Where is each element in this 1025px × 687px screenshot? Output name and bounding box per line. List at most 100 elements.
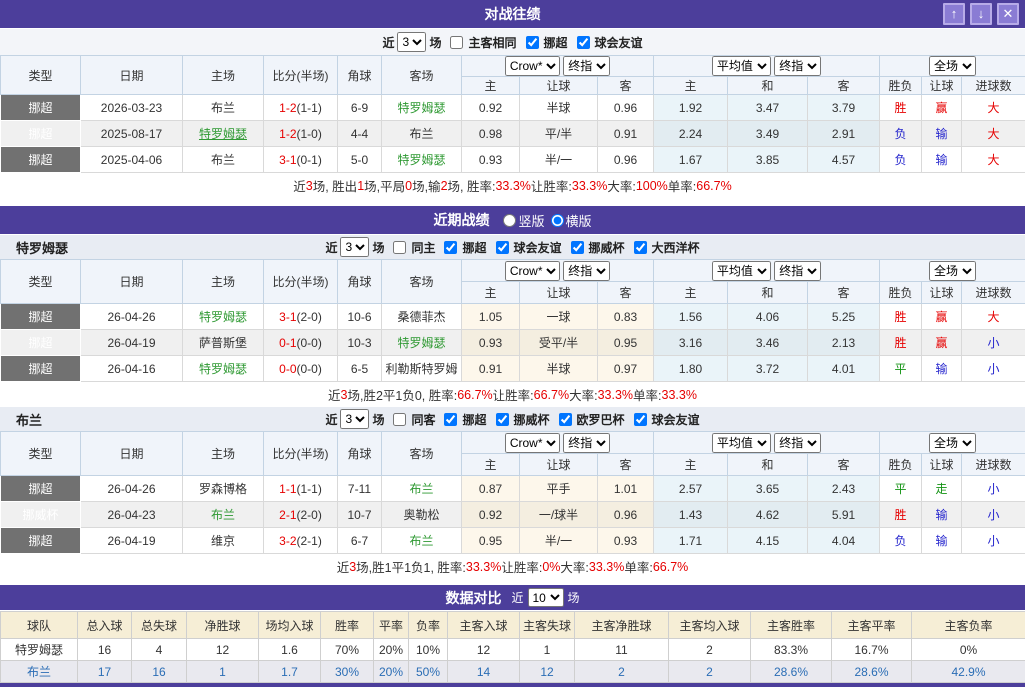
team-link: 布兰: [409, 127, 433, 141]
friendly-checkbox[interactable]: [496, 241, 509, 254]
team-name-cell[interactable]: 布兰: [1, 661, 78, 683]
goals-result: 小: [962, 356, 1025, 382]
h2h-summary: 近 3 场, 胜出 1 场,平局 0 场,输 2 场, 胜率: 33.3% 让胜…: [0, 173, 1025, 198]
stat-cell: 1.7: [259, 661, 321, 683]
move-up-button[interactable]: ↑: [943, 3, 965, 25]
games-unit-label: 场: [568, 589, 580, 606]
league-checkbox[interactable]: [444, 241, 457, 254]
league-checkbox[interactable]: [444, 413, 457, 426]
atlantic-cup-checkbox[interactable]: [634, 241, 647, 254]
avg-odds-select[interactable]: 平均值: [712, 56, 771, 76]
odds-company-group: Crow* 终指: [462, 432, 654, 454]
col-ha-draw-rate: 主客平率: [832, 612, 912, 639]
same-away-checkbox[interactable]: [393, 413, 406, 426]
friendly-checkbox[interactable]: [634, 413, 647, 426]
col-avg-away: 客: [808, 77, 880, 95]
away-team: 奥勒松: [382, 502, 462, 528]
league-checkbox[interactable]: [526, 36, 539, 49]
league-label: 挪超: [462, 239, 486, 256]
col-ha-goal-diff: 主客净胜球: [575, 612, 669, 639]
away-team: 桑德菲杰: [382, 304, 462, 330]
avg-odds-select[interactable]: 平均值: [712, 261, 771, 281]
odds-company-select[interactable]: Crow*: [505, 433, 560, 453]
table-row: 挪超 26-04-26 特罗姆瑟 3-1(2-0) 10-6 桑德菲杰 1.05…: [1, 304, 1025, 330]
away-team: 布兰: [382, 528, 462, 554]
same-homeaway-checkbox[interactable]: [450, 36, 463, 49]
stat-cell: 10%: [409, 639, 448, 661]
match-date: 26-04-19: [81, 330, 183, 356]
winloss-result: 负: [880, 147, 922, 173]
stat-cell: 28.6%: [832, 661, 912, 683]
corner-cell: 6-7: [338, 528, 382, 554]
cup-checkbox[interactable]: [571, 241, 584, 254]
corner-cell: 5-0: [338, 147, 382, 173]
avg-stage-select[interactable]: 终指: [774, 56, 821, 76]
cup-checkbox[interactable]: [496, 413, 509, 426]
odds-away: 0.95: [598, 330, 654, 356]
team-link[interactable]: 特罗姆瑟: [199, 310, 247, 324]
friendly-label: 球会友谊: [514, 239, 562, 256]
result-scope-select[interactable]: 全场: [929, 433, 976, 453]
friendly-label: 球会友谊: [652, 411, 700, 428]
team-link[interactable]: 特罗姆瑟: [397, 153, 445, 167]
team-link: 布兰: [211, 153, 235, 167]
friendly-checkbox[interactable]: [577, 36, 590, 49]
avg-stage-select[interactable]: 终指: [774, 261, 821, 281]
match-date: 26-04-16: [81, 356, 183, 382]
table-row: 挪超 2026-03-23 布兰 1-2(1-1) 6-9 特罗姆瑟 0.92 …: [1, 95, 1025, 121]
vertical-layout-radio[interactable]: [503, 214, 516, 227]
stat-cell: 42.9%: [912, 661, 1025, 683]
team-link[interactable]: 布兰: [409, 534, 433, 548]
same-home-checkbox[interactable]: [393, 241, 406, 254]
handicap: 受平/半: [520, 330, 598, 356]
avg-stage-select[interactable]: 终指: [774, 433, 821, 453]
stat-cell: 1.6: [259, 639, 321, 661]
europa-checkbox[interactable]: [559, 413, 572, 426]
odds-away: 0.97: [598, 356, 654, 382]
odds-home: 0.92: [462, 95, 520, 121]
handicap-result: 输: [922, 356, 962, 382]
col-corner: 角球: [338, 432, 382, 476]
avg-odds-select[interactable]: 平均值: [712, 433, 771, 453]
stat-cell: 28.6%: [751, 661, 832, 683]
team-link[interactable]: 特罗姆瑟: [199, 362, 247, 376]
odds-company-select[interactable]: Crow*: [505, 56, 560, 76]
compare-games-select[interactable]: 10: [528, 588, 564, 607]
home-team: 布兰: [183, 95, 264, 121]
result-scope-select[interactable]: 全场: [929, 56, 976, 76]
odds-home: 0.93: [462, 147, 520, 173]
odds-stage-select[interactable]: 终指: [563, 433, 610, 453]
team-link[interactable]: 特罗姆瑟: [397, 101, 445, 115]
horizontal-layout-radio[interactable]: [551, 214, 564, 227]
stat-cell: 30%: [321, 661, 374, 683]
handicap: 平手: [520, 476, 598, 502]
score-cell: 2-1(2-0): [264, 502, 338, 528]
h2h-games-select[interactable]: 3: [397, 32, 426, 52]
team-link[interactable]: 布兰: [211, 508, 235, 522]
close-button[interactable]: ✕: [997, 3, 1019, 25]
compare-header-bar: 数据对比 近 10 场: [0, 585, 1025, 611]
result-scope-select[interactable]: 全场: [929, 261, 976, 281]
brann-games-select[interactable]: 3: [340, 409, 369, 429]
corner-cell: 7-11: [338, 476, 382, 502]
match-date: 2025-08-17: [81, 121, 183, 147]
team-link[interactable]: 特罗姆瑟: [397, 336, 445, 350]
tromso-games-select[interactable]: 3: [340, 237, 369, 257]
col-winloss: 胜负: [880, 77, 922, 95]
match-type-badge: 挪威杯: [1, 502, 81, 528]
odds-stage-select[interactable]: 终指: [563, 261, 610, 281]
team-link[interactable]: 特罗姆瑟: [199, 127, 247, 141]
stat-cell: 2: [669, 661, 751, 683]
avg-home: 1.43: [654, 502, 728, 528]
col-loss-rate: 负率: [409, 612, 448, 639]
stat-cell: 17: [78, 661, 132, 683]
avg-home: 3.16: [654, 330, 728, 356]
team-link[interactable]: 布兰: [409, 482, 433, 496]
odds-company-select[interactable]: Crow*: [505, 261, 560, 281]
match-type-badge: 挪超: [1, 95, 81, 121]
col-odds-away: 客: [598, 454, 654, 476]
avg-away: 2.91: [808, 121, 880, 147]
move-down-button[interactable]: ↓: [970, 3, 992, 25]
odds-stage-select[interactable]: 终指: [563, 56, 610, 76]
team-link: 维京: [211, 534, 235, 548]
